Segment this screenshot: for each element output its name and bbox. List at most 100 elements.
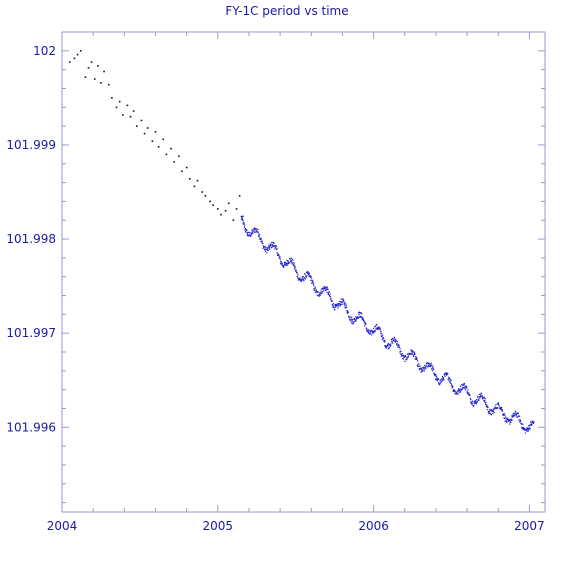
- data-point: [390, 344, 392, 347]
- data-point: [379, 329, 381, 331]
- data-point: [527, 427, 529, 429]
- data-point: [115, 106, 118, 109]
- data-point: [443, 378, 445, 380]
- data-point: [496, 407, 499, 409]
- data-point: [514, 413, 516, 415]
- data-point: [381, 339, 383, 341]
- data-point: [332, 303, 335, 305]
- data-point: [340, 298, 342, 300]
- data-point: [469, 394, 471, 396]
- data-point: [356, 317, 358, 319]
- data-point: [302, 275, 304, 278]
- data-point: [276, 248, 278, 250]
- data-point: [394, 340, 396, 342]
- data-point: [323, 287, 325, 290]
- data-point: [450, 382, 452, 384]
- data-point: [383, 341, 386, 343]
- data-point: [365, 327, 367, 329]
- data-point: [480, 392, 483, 394]
- data-point: [471, 403, 473, 405]
- data-point: [438, 381, 440, 384]
- data-point: [502, 413, 504, 415]
- data-point: [442, 377, 444, 379]
- data-point: [477, 396, 479, 399]
- data-point: [420, 371, 422, 373]
- y-tick-label: 101.998: [6, 232, 56, 246]
- data-point: [457, 389, 459, 391]
- data-point: [287, 260, 289, 262]
- data-point: [302, 278, 304, 280]
- data-point: [264, 248, 266, 250]
- data-point: [515, 415, 517, 417]
- data-point: [453, 389, 455, 391]
- data-point: [337, 307, 339, 309]
- data-point: [339, 305, 341, 307]
- data-point: [465, 385, 468, 388]
- data-point: [193, 185, 196, 188]
- data-point: [220, 213, 222, 216]
- data-point: [512, 412, 515, 415]
- data-point: [520, 423, 523, 425]
- data-point: [372, 332, 374, 334]
- data-point: [517, 412, 519, 415]
- data-point: [304, 278, 307, 280]
- data-point: [480, 394, 482, 396]
- data-point: [431, 364, 433, 367]
- data-point: [413, 351, 415, 353]
- data-point: [347, 310, 349, 312]
- data-point: [443, 374, 446, 376]
- data-point: [363, 321, 365, 323]
- data-point: [245, 230, 247, 232]
- data-point: [358, 312, 361, 314]
- data-point: [399, 353, 402, 355]
- data-point: [470, 402, 472, 404]
- data-point: [318, 294, 320, 296]
- data-point: [355, 320, 357, 322]
- data-point: [478, 397, 480, 399]
- data-point: [306, 271, 308, 274]
- data-point: [396, 340, 399, 343]
- data-point: [367, 328, 369, 331]
- data-point: [447, 373, 449, 375]
- data-point: [519, 421, 521, 423]
- data-point: [373, 330, 375, 332]
- data-point: [151, 140, 154, 142]
- data-point: [344, 306, 346, 308]
- data-point: [350, 319, 352, 321]
- data-point: [284, 262, 287, 264]
- data-point: [298, 279, 301, 281]
- data-point: [257, 231, 259, 233]
- data-point: [309, 276, 312, 278]
- data-point: [513, 415, 515, 418]
- data-point: [474, 401, 476, 404]
- data-point: [243, 223, 245, 225]
- data-point: [422, 370, 424, 372]
- data-point: [432, 367, 434, 369]
- data-point: [500, 406, 502, 408]
- data-point: [497, 402, 500, 404]
- data-point: [354, 318, 356, 321]
- data-point: [90, 61, 93, 63]
- data-point: [271, 241, 273, 244]
- data-point: [403, 355, 405, 357]
- data-point: [324, 289, 327, 292]
- data-point: [506, 417, 508, 419]
- data-point: [243, 222, 245, 224]
- data-point: [297, 277, 299, 279]
- data-point: [427, 362, 429, 364]
- data-point: [430, 368, 433, 370]
- data-point: [400, 350, 402, 353]
- x-tick-label: 2007: [514, 519, 545, 533]
- data-point: [336, 303, 338, 305]
- data-point: [398, 346, 401, 348]
- data-point: [485, 403, 487, 405]
- data-point: [473, 402, 476, 405]
- data-point: [339, 301, 341, 303]
- data-point: [451, 385, 453, 387]
- data-point: [267, 249, 270, 251]
- data-point: [320, 290, 322, 292]
- data-point: [424, 367, 426, 369]
- data-point: [293, 263, 295, 266]
- data-point: [473, 402, 475, 404]
- data-point: [346, 312, 349, 314]
